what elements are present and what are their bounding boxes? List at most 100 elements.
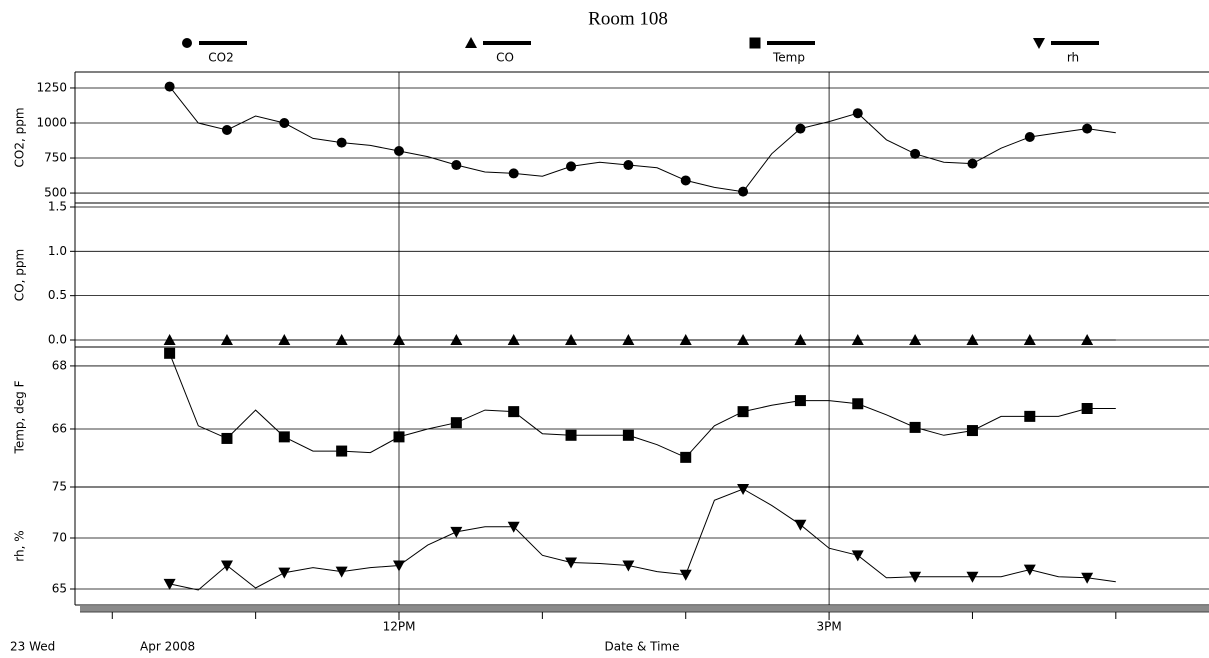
data-marker [622,560,635,572]
data-marker [163,333,176,345]
y-tick-label: 0.0 [48,332,67,346]
data-marker [966,425,978,437]
legend-marker [749,37,761,49]
data-marker [164,81,175,92]
y-axis-title: CO, ppm [13,249,27,301]
data-marker [1023,564,1036,576]
data-marker [336,445,348,457]
data-marker [450,417,462,429]
legend-marker [465,37,477,48]
data-marker [1082,123,1093,134]
data-marker [680,175,691,186]
data-marker [221,432,233,444]
data-marker [794,333,807,345]
data-marker [1023,333,1036,345]
data-marker [1081,333,1094,345]
data-marker [508,406,520,418]
month-label: Apr 2008 [140,640,195,654]
data-marker [278,431,290,443]
y-tick-label: 1.5 [48,199,67,213]
data-marker [737,333,750,345]
data-marker [220,333,233,345]
data-marker [450,333,463,345]
data-marker [335,333,348,345]
data-marker [336,137,347,148]
legend-marker [1033,38,1045,49]
data-marker [507,521,520,533]
data-marker [1024,132,1035,143]
data-marker [450,526,463,538]
data-marker [679,569,692,581]
y-tick-label: 70 [52,530,67,544]
data-marker [622,333,635,345]
legend-label: CO [496,51,514,65]
series-line [169,353,1116,459]
data-marker [623,160,634,171]
data-marker [851,550,864,562]
y-tick-label: 66 [52,421,67,435]
data-marker [852,108,863,119]
data-marker [565,557,578,569]
data-marker [279,117,290,128]
data-marker [221,125,232,136]
data-marker [164,347,176,359]
data-marker [910,148,921,159]
x-tick-label: 3PM [816,620,841,634]
y-tick-label: 1000 [36,115,67,129]
y-tick-label: 1250 [36,80,67,94]
data-marker [622,429,634,441]
series-line [169,86,1116,193]
y-tick-label: 68 [52,358,67,372]
data-marker [508,168,519,179]
data-marker [794,519,807,531]
chart-title: Room 108 [588,8,668,29]
data-marker [163,578,176,590]
x-tick-label: 12PM [383,620,416,634]
y-tick-label: 750 [44,151,67,165]
legend-label: CO2 [208,51,233,65]
data-marker [851,333,864,345]
data-marker [852,398,864,410]
y-tick-label: 500 [44,186,67,200]
y-axis-title: Temp, deg F [13,380,27,454]
data-marker [909,571,922,583]
legend-label: rh [1067,51,1079,65]
data-marker [566,161,577,172]
x-axis-bar [80,606,1209,612]
data-marker [335,566,348,578]
data-marker [909,333,922,345]
data-marker [966,333,979,345]
data-marker [565,333,578,345]
series-line [169,488,1116,591]
data-marker [794,395,806,407]
x-axis-title: Date & Time [604,640,679,654]
data-marker [679,333,692,345]
data-marker [1081,402,1093,414]
data-marker [1024,410,1036,422]
data-marker [966,571,979,583]
day-label: 23 Wed [10,640,55,654]
y-tick-label: 0.5 [48,288,67,302]
data-marker [909,421,921,433]
y-tick-label: 75 [52,480,67,494]
data-marker [565,429,577,441]
legend-marker [182,38,192,48]
data-marker [1081,572,1094,584]
y-axis-title: rh, % [13,530,27,561]
data-marker [220,560,233,572]
data-marker [451,160,462,171]
legend-label: Temp [772,51,805,65]
y-tick-label: 1.0 [48,244,67,258]
data-marker [967,158,978,169]
data-marker [738,186,749,197]
data-marker [507,333,520,345]
y-tick-label: 65 [52,581,67,595]
data-marker [278,567,291,579]
data-marker [737,406,749,418]
data-marker [680,451,692,463]
data-marker [278,333,291,345]
data-marker [795,123,806,134]
data-marker [737,484,750,496]
y-axis-title: CO2, ppm [13,107,27,167]
